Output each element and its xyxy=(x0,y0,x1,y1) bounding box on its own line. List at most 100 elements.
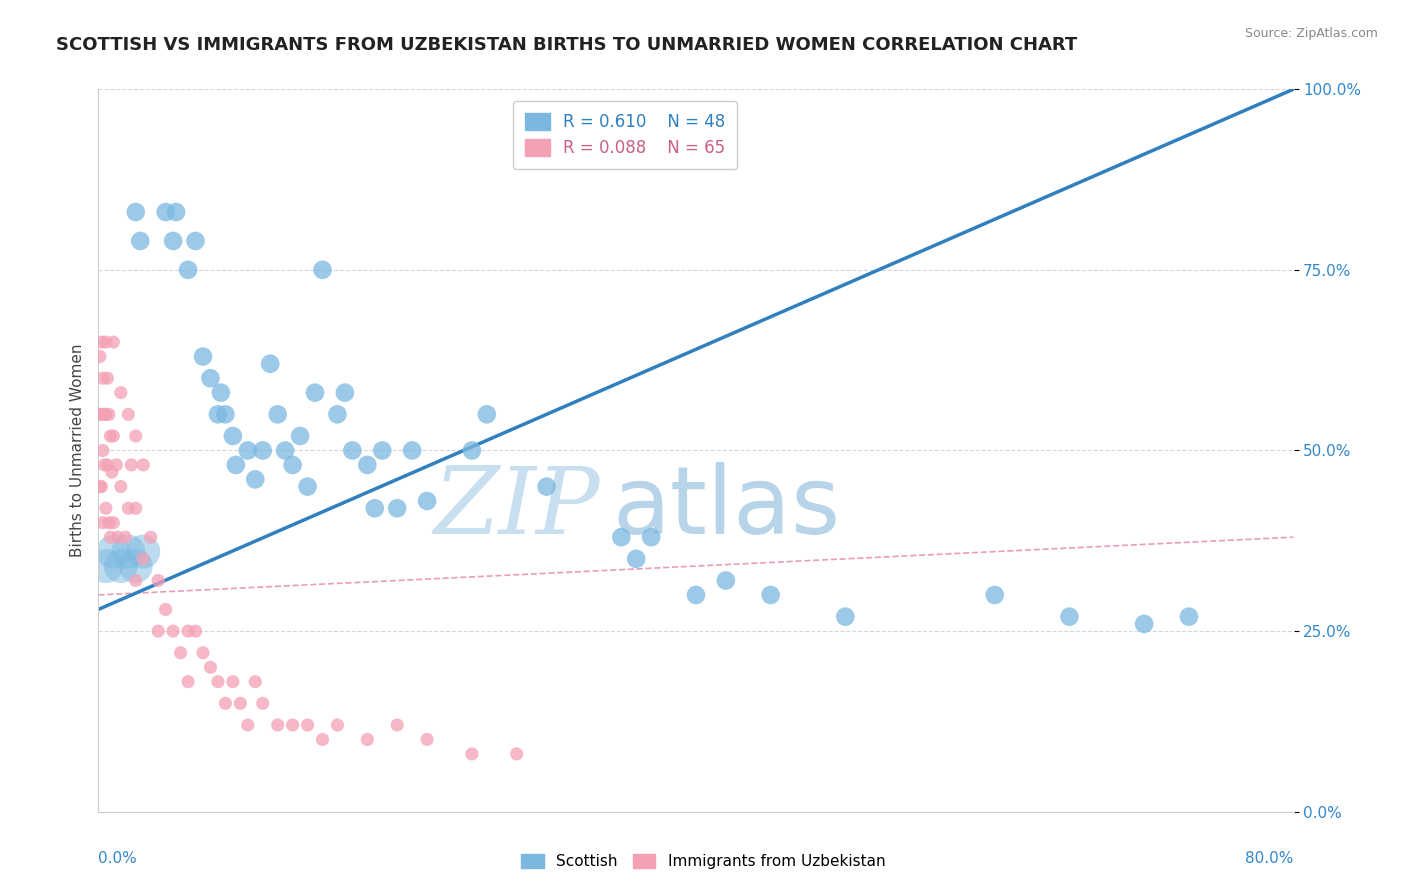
Point xyxy=(98,429,122,443)
Point xyxy=(105,458,128,472)
Point xyxy=(506,747,529,761)
Point xyxy=(96,371,118,385)
Point xyxy=(207,674,229,689)
Point xyxy=(117,501,139,516)
Point xyxy=(1178,609,1201,624)
Point xyxy=(274,443,297,458)
Point xyxy=(97,516,120,530)
Point xyxy=(236,443,259,458)
Point xyxy=(169,646,191,660)
Point xyxy=(148,574,170,588)
Point xyxy=(155,602,177,616)
Point xyxy=(685,588,707,602)
Y-axis label: Births to Unmarried Women: Births to Unmarried Women xyxy=(69,343,84,558)
Point xyxy=(834,609,856,624)
Point xyxy=(125,429,148,443)
Text: SCOTTISH VS IMMIGRANTS FROM UZBEKISTAN BIRTHS TO UNMARRIED WOMEN CORRELATION CHA: SCOTTISH VS IMMIGRANTS FROM UZBEKISTAN B… xyxy=(56,36,1077,54)
Point xyxy=(125,205,148,219)
Point xyxy=(110,385,132,400)
Point xyxy=(90,334,112,349)
Point xyxy=(97,407,120,421)
Point xyxy=(297,718,319,732)
Point xyxy=(89,407,111,421)
Point xyxy=(94,559,117,574)
Point xyxy=(229,696,252,710)
Point xyxy=(103,544,125,558)
Point xyxy=(267,407,290,421)
Point xyxy=(93,458,115,472)
Point xyxy=(326,718,349,732)
Point xyxy=(129,234,152,248)
Point xyxy=(342,443,364,458)
Point xyxy=(252,696,274,710)
Point xyxy=(132,551,155,566)
Point xyxy=(1059,609,1081,624)
Point xyxy=(214,696,236,710)
Point xyxy=(120,458,142,472)
Point xyxy=(401,443,423,458)
Point xyxy=(110,480,132,494)
Point xyxy=(117,407,139,421)
Point xyxy=(356,732,378,747)
Point xyxy=(259,357,281,371)
Point xyxy=(281,458,304,472)
Point xyxy=(304,385,326,400)
Point xyxy=(125,574,148,588)
Point xyxy=(364,501,387,516)
Point xyxy=(184,234,207,248)
Legend: R = 0.610    N = 48, R = 0.088    N = 65: R = 0.610 N = 48, R = 0.088 N = 65 xyxy=(513,101,737,169)
Point xyxy=(125,501,148,516)
Text: ZIP: ZIP xyxy=(433,463,600,553)
Point xyxy=(162,234,184,248)
Point xyxy=(132,544,155,558)
Point xyxy=(184,624,207,639)
Point xyxy=(461,747,484,761)
Legend: Scottish, Immigrants from Uzbekistan: Scottish, Immigrants from Uzbekistan xyxy=(515,848,891,875)
Point xyxy=(110,559,132,574)
Point xyxy=(209,385,232,400)
Point xyxy=(98,530,122,544)
Point xyxy=(222,429,245,443)
Point xyxy=(288,429,311,443)
Point xyxy=(132,458,155,472)
Point xyxy=(107,530,129,544)
Point xyxy=(89,350,111,364)
Point xyxy=(114,530,136,544)
Point xyxy=(416,732,439,747)
Point xyxy=(245,472,267,486)
Point xyxy=(461,443,484,458)
Point xyxy=(214,407,236,421)
Text: Source: ZipAtlas.com: Source: ZipAtlas.com xyxy=(1244,27,1378,40)
Point xyxy=(610,530,633,544)
Point xyxy=(385,718,409,732)
Point xyxy=(139,530,162,544)
Point xyxy=(93,407,115,421)
Point xyxy=(89,480,111,494)
Point xyxy=(245,674,267,689)
Point xyxy=(94,501,117,516)
Point xyxy=(626,551,648,566)
Point xyxy=(94,334,117,349)
Point xyxy=(311,732,333,747)
Point xyxy=(96,458,118,472)
Point xyxy=(101,465,124,479)
Point xyxy=(103,516,125,530)
Point xyxy=(165,205,187,219)
Point xyxy=(117,544,139,558)
Point xyxy=(222,674,245,689)
Point xyxy=(267,718,290,732)
Point xyxy=(640,530,662,544)
Point xyxy=(177,674,200,689)
Point xyxy=(103,429,125,443)
Point xyxy=(252,443,274,458)
Point xyxy=(148,624,170,639)
Point xyxy=(155,205,177,219)
Text: atlas: atlas xyxy=(613,462,841,554)
Point xyxy=(91,516,114,530)
Point xyxy=(984,588,1007,602)
Point xyxy=(94,407,117,421)
Point xyxy=(326,407,349,421)
Point xyxy=(1133,616,1156,631)
Point xyxy=(91,371,114,385)
Text: 0.0%: 0.0% xyxy=(98,852,138,866)
